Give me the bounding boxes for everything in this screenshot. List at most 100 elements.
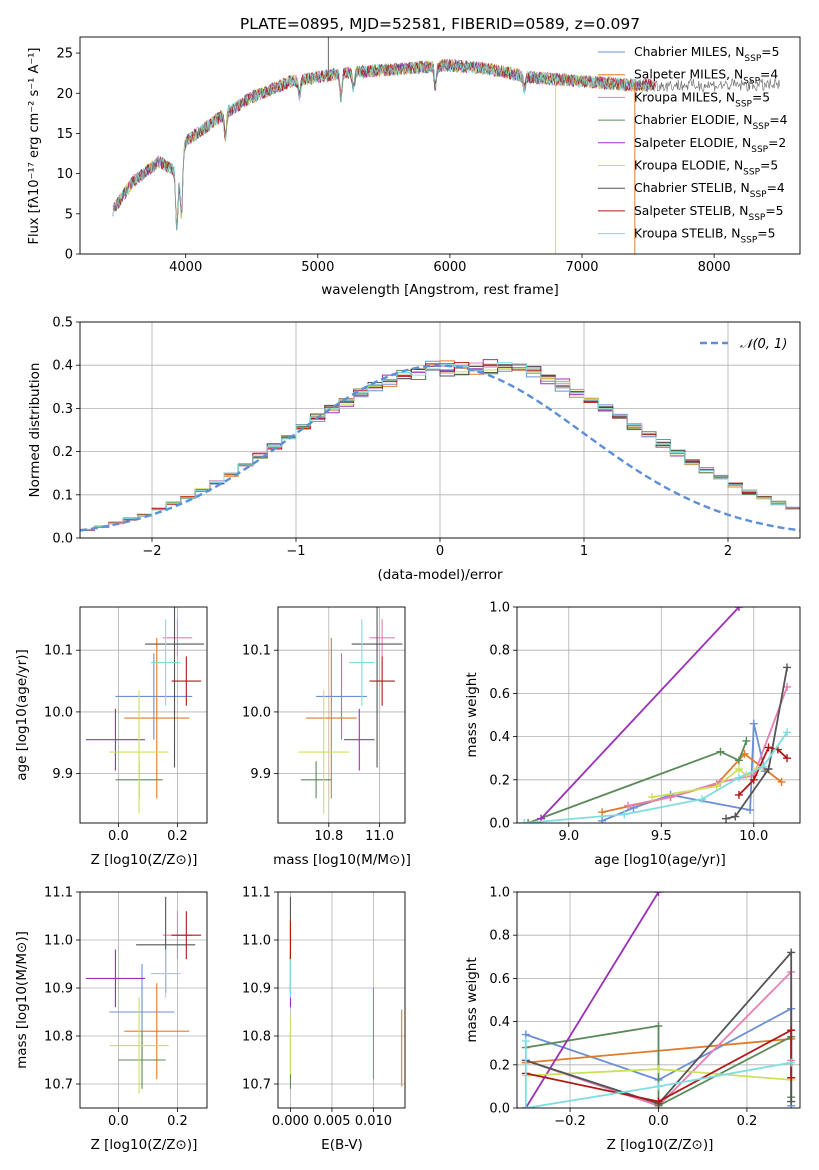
weight_vs_Z-ytick-label: 0.4 <box>489 1015 510 1030</box>
age_vs_mass-xtick-label: 10.8 <box>314 829 343 844</box>
age_vs_Z-frame <box>79 606 208 824</box>
weight_vs_Z-xtick-label: 0.0 <box>648 1114 669 1129</box>
mass_vs_ebv-ytick-label: 10.8 <box>242 1030 271 1045</box>
mass_vs_ebv-axes: 0.000 0.005 0.010 10.7 10.8 10.9 11.0 11.1 <box>242 886 405 1129</box>
weight_vs_age-marker-salpeter_stelib <box>764 743 773 752</box>
residuals-ytick-label: 0.4 <box>52 359 73 374</box>
residuals-xtick-label: −1 <box>286 544 305 559</box>
residuals-frame <box>79 321 801 539</box>
residuals-ytick-label: 0.5 <box>52 316 73 331</box>
weight_vs_age-line-kroupa_stelib <box>524 731 788 823</box>
weight_vs_Z-ytick-label: 1.0 <box>489 886 510 901</box>
age_vs_mass-ytick-label: 10.1 <box>242 644 271 659</box>
weight_vs_age-marker-chabrier_miles <box>746 806 755 815</box>
weight_vs_Z-marker-kroupa_stelib <box>654 1082 663 1091</box>
age_vs_mass-frame <box>277 606 406 824</box>
weight_vs_age-marker-chabrier_stelib <box>783 663 792 672</box>
weight_vs_Z-frame <box>516 891 801 1109</box>
residuals-xtick-label: 0 <box>436 544 444 559</box>
weight_vs_age-marker-chabrier_miles <box>749 719 758 728</box>
mass_vs_Z-axes: 0.0 0.2 10.7 10.8 10.9 11.0 11.1 <box>44 886 207 1129</box>
spectrum-xtick-label: 7000 <box>565 260 598 275</box>
weight_vs_age-marker-salpeter_stelib <box>734 790 743 799</box>
weight_vs_age-marker-chabrier_stelib <box>722 814 731 823</box>
age_vs_Z-ytick-label: 10.0 <box>44 705 73 720</box>
weight_vs_age-ytick-label: 0.4 <box>489 730 510 745</box>
weight_vs_Z-marker-salpeter_stelib <box>787 1026 796 1035</box>
weight_vs_age-marker-kroupa_stelib <box>697 795 706 804</box>
spectrum-ytick-label: 0 <box>65 248 73 263</box>
age-vs-mass-xlabel: mass [log10(M/M⊙)] <box>273 852 411 868</box>
weight_vs_age-marker-chabrier_elodie <box>742 736 751 745</box>
histogram-salpeter_miles <box>80 360 800 538</box>
weight-vs-age-labels: age [log10(age/yr)] mass weight <box>464 672 726 868</box>
weight_vs_age-marker-kroupa_elodie <box>712 782 721 791</box>
residuals-ytick-label: 0.2 <box>52 445 73 460</box>
mass_vs_ebv-xtick-label: 0.005 <box>313 1114 350 1129</box>
residuals-ytick-label: 0.1 <box>52 488 73 503</box>
weight_vs_Z-xtick-label: −0.2 <box>554 1114 586 1129</box>
weight_vs_age-marker-kroupa_stelib <box>734 773 743 782</box>
weight_vs_age-line-chabrier_stelib <box>725 667 788 820</box>
weight_vs_Z-marker-salpeter_elodie <box>654 892 663 896</box>
mass_vs_ebv-ytick-label: 10.7 <box>242 1078 271 1093</box>
spectrum-axes: 4000 5000 6000 7000 8000 0 5 10 15 20 25 <box>56 47 730 275</box>
weight-vs-age-ylabel: mass weight <box>464 672 480 757</box>
weight-vs-Z-ylabel: mass weight <box>464 957 480 1042</box>
mass-vs-Z-ylabel: mass [log10(M/M⊙)] <box>14 931 30 1069</box>
age_vs_Z-ytick-label: 10.1 <box>44 644 73 659</box>
mass_vs_ebv-ytick-label: 11.0 <box>242 934 271 949</box>
weight_vs_Z-ytick-label: 0.0 <box>489 1102 510 1117</box>
weight_vs_Z-marker-kroupa_elodie <box>654 1065 663 1074</box>
histogram-chabrier_miles <box>80 360 800 538</box>
weight_vs_age-ytick-label: 0.6 <box>489 687 510 702</box>
weight_vs_Z-ytick-label: 0.8 <box>489 929 510 944</box>
legend-label-chabrier_stelib: Chabrier STELIB, NSSP=4 <box>634 181 785 200</box>
residuals-ytick-label: 0.0 <box>52 532 73 547</box>
age-vs-Z-xlabel: Z [log10(Z/Z⊙)] <box>91 852 198 868</box>
weight_vs_Z-marker-chabrier_stelib <box>787 1097 796 1106</box>
mass_vs_ebv-ytick-label: 11.1 <box>242 886 271 901</box>
weight_vs_age-marker-salpeter_miles <box>598 808 607 817</box>
mass_vs_ebv-points <box>289 896 403 1089</box>
weight_vs_Z-marker-kroupa_stelib <box>521 1104 530 1108</box>
weight_vs_age-xtick-label: 10.0 <box>739 829 768 844</box>
legend-label-chabrier_elodie: Chabrier ELODIE, NSSP=4 <box>634 113 788 132</box>
histogram-salpeter_elodie <box>80 359 800 538</box>
residuals-ytick-label: 0.3 <box>52 402 73 417</box>
weight_vs_age-ytick-label: 0.2 <box>489 773 510 788</box>
weight_vs_Z-ytick-label: 0.2 <box>489 1058 510 1073</box>
age_vs_Z-points <box>85 607 205 814</box>
weight_vs_age-marker-chabrier_stelib <box>764 765 773 773</box>
spectrum-labels: PLATE=0895, MJD=52581, FIBERID=0589, z=0… <box>27 15 640 298</box>
mass-vs-Z-xlabel: Z [log10(Z/Z⊙)] <box>91 1137 198 1153</box>
age_vs_Z-axes: 0.0 0.2 9.9 10.0 10.1 <box>44 607 207 844</box>
histogram-labels: (data-model)/error Normed distribution <box>27 363 503 583</box>
weight_vs_age-marker-kroupa_elodie <box>648 793 657 802</box>
mass_vs_ebv-frame <box>277 891 406 1109</box>
weight_vs_Z-marker-kroupa_stelib <box>521 1037 530 1046</box>
weight_vs_Z-marker-chabrier_stelib <box>787 948 796 957</box>
spectrum-series-kroupa_stelib <box>112 58 655 231</box>
weight_vs_age-marker-kroupa_stelib <box>520 819 529 823</box>
weight_vs_Z-marker-salpeter_stelib <box>787 1073 796 1082</box>
spectrum-series-group <box>112 37 780 254</box>
age-vs-Z-ylabel: age [log10(age/yr)] <box>14 649 30 781</box>
spectrum-xlabel: wavelength [Angstrom, rest frame] <box>321 282 559 298</box>
spectrum-ytick-label: 15 <box>56 127 73 142</box>
residuals-xtick-label: −2 <box>142 544 161 559</box>
age_vs_Z-xtick-label: 0.2 <box>167 829 188 844</box>
mass_vs_ebv-xtick-label: 0.000 <box>272 1114 309 1129</box>
age_vs_mass-points <box>298 607 403 814</box>
age_vs_Z-xtick-label: 0.0 <box>108 829 129 844</box>
residuals-axes: −2 −1 0 1 2 0.0 0.1 0.2 0.3 0.4 0.5 <box>52 316 800 559</box>
weight_vs_Z-line-salpeter_elodie <box>525 892 660 1108</box>
weight_vs_Z-marker-kroupa_stelib <box>787 1058 796 1067</box>
legend-label-kroupa_miles: Kroupa MILES, NSSP=5 <box>634 90 770 109</box>
weight_vs_Z-line-salpeter_stelib <box>525 1028 793 1103</box>
spectrum-legend: Chabrier MILES, NSSP=5 Salpeter MILES, NS… <box>598 45 788 246</box>
spectrum-series-chabrier_stelib <box>112 59 780 226</box>
mass_vs_Z-ytick-label: 10.9 <box>44 982 73 997</box>
weight_vs_age-marker-kroupa_stelib <box>783 728 792 737</box>
legend-label-salpeter_stelib: Salpeter STELIB, NSSP=5 <box>634 204 784 223</box>
